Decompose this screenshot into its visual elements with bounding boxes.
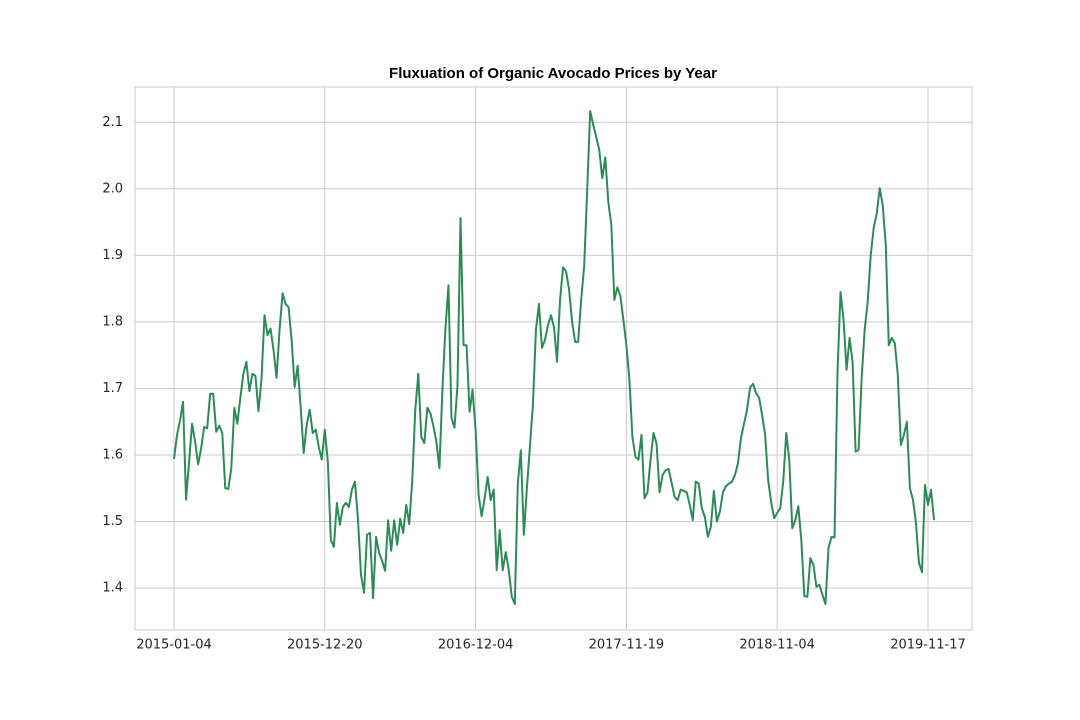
x-tick-label: 2017-11-19 (589, 638, 665, 653)
chart-title: Fluxuation of Organic Avocado Prices by … (389, 65, 717, 82)
y-tick-label: 1.5 (102, 514, 123, 529)
y-tick-label: 1.9 (102, 248, 123, 263)
x-tick-label: 2019-11-17 (890, 638, 966, 653)
y-tick-label: 1.4 (102, 581, 123, 596)
y-tick-label: 1.6 (102, 447, 123, 462)
price-line (173, 109, 936, 606)
plot-frame (134, 86, 973, 631)
x-tick-label: 2016-12-04 (438, 638, 514, 653)
x-tick-label: 2015-01-04 (136, 638, 212, 653)
x-tick-label: 2015-12-20 (287, 638, 363, 653)
y-tick-label: 2.0 (102, 181, 123, 196)
y-tick-label: 1.7 (102, 381, 123, 396)
y-tick-label: 1.8 (102, 314, 123, 329)
x-tick-label: 2018-11-04 (739, 638, 815, 653)
y-tick-label: 2.1 (102, 115, 123, 130)
